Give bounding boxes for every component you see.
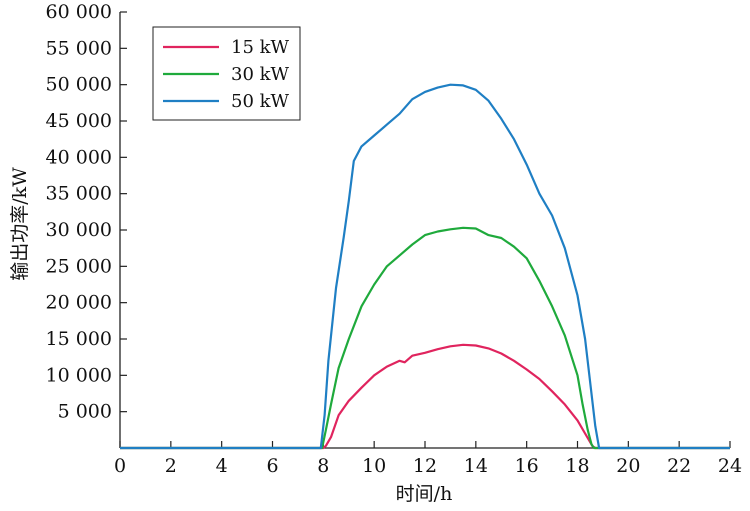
x-tick-label: 8 [317, 455, 329, 477]
legend-entry: 15 kW [231, 37, 290, 58]
legend-entry: 50 kW [231, 91, 290, 112]
x-tick-label: 16 [515, 455, 539, 477]
legend-entry: 30 kW [231, 64, 290, 85]
series-line-2 [120, 226, 730, 450]
y-tick-label: 30 000 [46, 219, 112, 241]
y-tick-label: 15 000 [46, 328, 112, 350]
x-axis-label: 时间/h [396, 483, 453, 505]
x-tick-label: 14 [464, 455, 488, 477]
x-tick-label: 0 [114, 455, 126, 477]
y-tick-label: 10 000 [46, 364, 112, 386]
y-tick-label: 60 000 [46, 1, 112, 23]
series-line-3 [120, 83, 730, 450]
x-tick-label: 10 [362, 455, 386, 477]
x-tick-label: 18 [565, 455, 589, 477]
y-tick-label: 45 000 [46, 110, 112, 132]
y-tick-label: 40 000 [46, 146, 112, 168]
y-tick-label: 35 000 [46, 183, 112, 205]
y-axis-label: 输出功率/kW [9, 167, 31, 281]
y-tick-label: 20 000 [46, 292, 112, 314]
series-lines [120, 83, 730, 450]
x-tick-label: 6 [266, 455, 278, 477]
series-line-1 [120, 343, 730, 450]
y-tick-label: 25 000 [46, 255, 112, 277]
y-tick-label: 5 000 [58, 401, 112, 423]
x-tick-label: 24 [718, 455, 742, 477]
x-tick-label: 4 [216, 455, 228, 477]
x-tick-label: 22 [667, 455, 691, 477]
y-tick-label: 55 000 [46, 37, 112, 59]
y-tick-label: 50 000 [46, 74, 112, 96]
legend: 15 kW 30 kW 50 kW [152, 26, 301, 121]
x-tick-label: 12 [413, 455, 437, 477]
x-tick-label: 2 [165, 455, 177, 477]
x-tick-label: 20 [616, 455, 640, 477]
